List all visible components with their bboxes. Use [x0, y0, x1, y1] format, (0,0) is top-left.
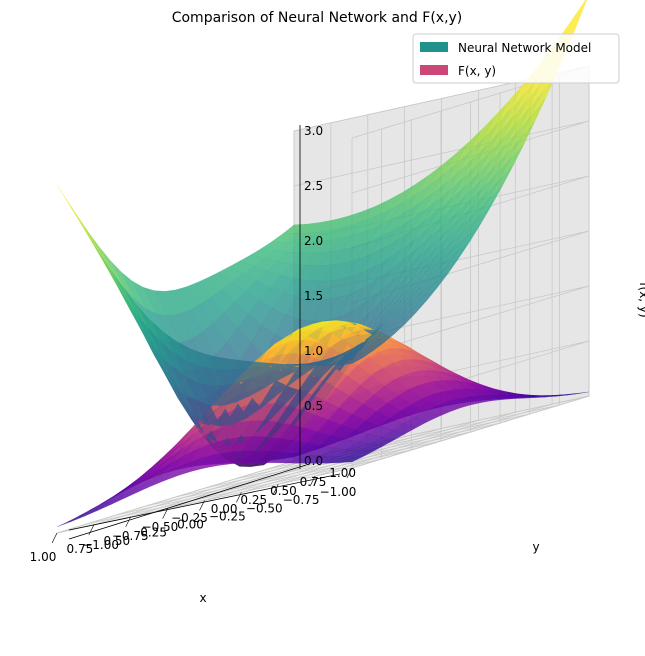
surface-patch — [67, 201, 93, 242]
x-tick-label-2: −0.50 — [246, 501, 283, 515]
y-tick-label-0: −1.00 — [82, 538, 119, 552]
z-tick-label-2: 1.0 — [304, 344, 323, 358]
y-tick-label-7: 0.75 — [300, 475, 327, 489]
z-tick-label-5: 2.5 — [304, 179, 323, 193]
x-tick-mark-7 — [88, 524, 95, 536]
y-tick-label-8: 1.00 — [329, 466, 356, 480]
x-tick-mark-5 — [162, 508, 168, 519]
surface-patch — [164, 289, 190, 315]
surface-patch — [228, 260, 254, 275]
surface-patch — [78, 217, 103, 259]
y-tick-label-3: −0.25 — [171, 511, 208, 525]
surface-patch — [56, 515, 82, 528]
surface-patch — [99, 247, 125, 288]
x-tick-label-5: 0.25 — [140, 526, 167, 540]
z-tick-label-6: 3.0 — [304, 124, 323, 138]
x-axis-label: x — [199, 591, 206, 605]
surface-patch — [83, 503, 109, 517]
x-tick-label-6: 0.50 — [103, 534, 130, 548]
surface-patch — [175, 286, 201, 311]
y-tick-label-1: −0.75 — [112, 529, 149, 543]
x-tick-mark-1 — [309, 475, 316, 487]
chart-title: Comparison of Neural Network and F(x,y) — [172, 10, 463, 26]
x-tick-label-7: 0.75 — [67, 542, 94, 556]
y-tick-label-6: 0.50 — [270, 484, 297, 498]
x-tick-mark-6 — [125, 516, 132, 527]
y-axis-line — [68, 464, 307, 540]
legend-box — [412, 33, 620, 84]
y-axis-label: y — [532, 540, 539, 554]
surface-patch — [250, 247, 276, 259]
x-tick-label-4: 0.00 — [177, 518, 204, 532]
z-tick-label-3: 1.5 — [304, 289, 323, 303]
tick-labels: −1.00−0.75−0.50−0.250.000.250.500.751.00… — [30, 124, 357, 564]
y-tick-label-2: −0.50 — [142, 520, 179, 534]
x-tick-mark-3 — [236, 492, 242, 503]
z-axis-label: f(x, y) — [637, 282, 645, 317]
y-tick-label-4: 0.00 — [211, 502, 238, 516]
x-tick-label-0: −1.00 — [320, 485, 357, 499]
z-tick-label-1: 0.5 — [304, 399, 323, 413]
z-tick-label-0: 0.0 — [304, 454, 323, 468]
surface-patch — [97, 496, 122, 511]
axes — [51, 125, 353, 544]
x-tick-mark-8 — [51, 532, 58, 544]
x-tick-mark-0 — [346, 467, 353, 479]
surface-patch — [89, 233, 114, 274]
surface-patch — [67, 509, 93, 522]
gridline-z-5 — [293, 120, 590, 194]
x-tick-mark-2 — [272, 484, 279, 495]
x-tick-label-1: −0.75 — [283, 493, 320, 507]
surface-patch — [131, 280, 158, 315]
legend-label-f: F(x, y) — [458, 64, 496, 78]
legend: Neural Network Model F(x, y) — [412, 33, 620, 84]
surface-patch — [196, 277, 222, 298]
x-tick-label-3: −0.25 — [209, 509, 246, 523]
legend-swatch-f — [420, 65, 448, 75]
surfaces — [56, 0, 590, 528]
y-tick-label-5: 0.25 — [240, 493, 267, 507]
surface-patch — [78, 502, 103, 517]
legend-label-nn: Neural Network Model — [458, 41, 591, 55]
legend-swatch-nn — [420, 42, 448, 52]
x-tick-mark-4 — [199, 500, 205, 511]
x-tick-label-8: 1.00 — [30, 550, 57, 564]
x-axis-line — [68, 473, 341, 531]
surface-patch — [56, 184, 82, 225]
surface-patch — [261, 240, 287, 251]
surface-patch — [218, 266, 244, 282]
z-tick-label-4: 2.0 — [304, 234, 323, 248]
